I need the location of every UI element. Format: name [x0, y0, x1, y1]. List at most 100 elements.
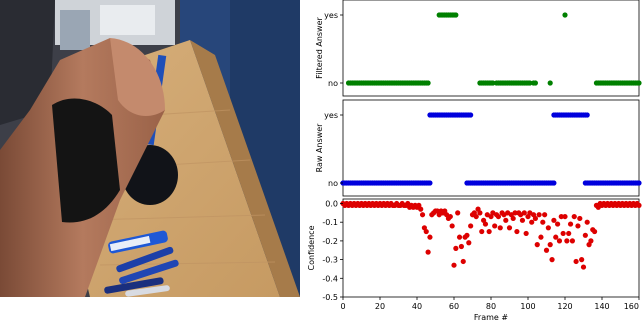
data-point: [547, 80, 553, 86]
data-point: [569, 238, 576, 244]
confidence-points: [340, 200, 642, 270]
data-point: [551, 180, 557, 186]
data-point: [549, 257, 555, 263]
confidence-chart: 0.0 -0.1 -0.2 -0.3 -0.4 -0.5 0 20 40 60 80 100 120 1…: [307, 198, 642, 322]
x-axis-label: Frame #: [474, 313, 508, 322]
data-point: [543, 247, 550, 253]
data-point: [479, 228, 485, 235]
y-tick-label: -0.4: [322, 274, 338, 283]
data-point: [534, 242, 540, 248]
data-point: [519, 217, 526, 223]
data-point: [482, 221, 489, 227]
data-point: [529, 219, 535, 225]
data-point: [466, 240, 472, 246]
data-point: [419, 212, 426, 218]
y-tick-label: no: [328, 79, 338, 88]
data-point: [636, 80, 642, 86]
data-point: [453, 12, 459, 18]
data-point: [582, 232, 588, 238]
y-axis-label: Filtered Answer: [315, 16, 324, 78]
data-point: [503, 217, 509, 223]
data-point: [579, 257, 585, 263]
data-point: [584, 219, 590, 225]
data-point: [562, 12, 568, 18]
data-point: [580, 264, 587, 270]
plot-frame: [342, 0, 640, 97]
data-point: [532, 215, 539, 222]
data-point: [427, 234, 433, 240]
plot-frame: [342, 99, 640, 197]
data-point: [423, 228, 429, 235]
wristband: [52, 98, 120, 223]
data-point: [556, 238, 563, 244]
data-point: [492, 223, 498, 229]
data-point: [558, 213, 564, 220]
data-point: [460, 258, 466, 265]
hand: [110, 38, 165, 116]
data-point: [486, 228, 492, 235]
data-point: [447, 213, 453, 220]
y-tick-label: -0.5: [322, 293, 338, 302]
data-point: [547, 242, 553, 248]
data-point: [573, 258, 579, 265]
data-point: [566, 230, 572, 237]
data-point: [553, 234, 559, 240]
x-tick-label: 120: [557, 302, 572, 311]
egocentric-photo: [0, 0, 300, 297]
raw-answer-chart: no yes Raw Answer: [315, 99, 642, 197]
data-point: [555, 221, 561, 227]
y-tick-label: 0.0: [325, 200, 338, 209]
data-point: [418, 206, 424, 212]
data-point: [510, 215, 516, 222]
filtered-answer-chart: no yes Filtered Answer: [315, 0, 642, 97]
data-point: [468, 223, 474, 229]
data-point: [636, 180, 642, 186]
data-point: [453, 245, 459, 251]
x-tick-label: 60: [449, 302, 459, 311]
x-tick-label: 160: [624, 302, 639, 311]
data-point: [540, 219, 546, 225]
y-tick-label: no: [328, 179, 338, 188]
data-point: [468, 112, 474, 118]
data-point: [575, 223, 581, 229]
data-point: [425, 249, 431, 255]
data-point: [473, 213, 479, 220]
y-tick-label: -0.2: [322, 237, 338, 246]
data-point: [588, 238, 594, 244]
data-point: [427, 180, 433, 186]
data-point: [490, 80, 496, 86]
filtered-points: [345, 12, 642, 86]
data-point: [451, 262, 457, 268]
x-tick-label: 20: [375, 302, 385, 311]
data-point: [425, 80, 431, 86]
data-point: [542, 212, 548, 218]
y-tick-label: yes: [324, 111, 338, 120]
y-tick-label: -0.1: [322, 218, 338, 227]
data-point: [455, 210, 461, 216]
data-point: [464, 232, 470, 238]
data-point: [458, 243, 464, 250]
data-point: [512, 210, 518, 216]
x-tick-label: 100: [520, 302, 535, 311]
data-point: [495, 213, 501, 220]
data-point: [545, 225, 551, 231]
x-tick-label: 140: [594, 302, 609, 311]
data-point: [551, 217, 557, 223]
data-point: [567, 221, 574, 227]
data-point: [497, 225, 503, 231]
y-axis-label: Confidence: [307, 225, 316, 270]
x-tick-label: 80: [486, 302, 496, 311]
data-point: [538, 234, 544, 240]
y-tick-label: yes: [324, 11, 338, 20]
y-axis-label: Raw Answer: [315, 123, 324, 173]
data-point: [584, 112, 590, 118]
y-tick-label: -0.3: [322, 256, 338, 265]
data-point: [506, 225, 513, 231]
pens-on-desk: [104, 230, 179, 297]
data-point: [564, 238, 570, 244]
x-tick-label: 40: [412, 302, 422, 311]
data-point: [527, 80, 533, 86]
data-point: [560, 230, 566, 237]
raw-points: [340, 112, 642, 186]
